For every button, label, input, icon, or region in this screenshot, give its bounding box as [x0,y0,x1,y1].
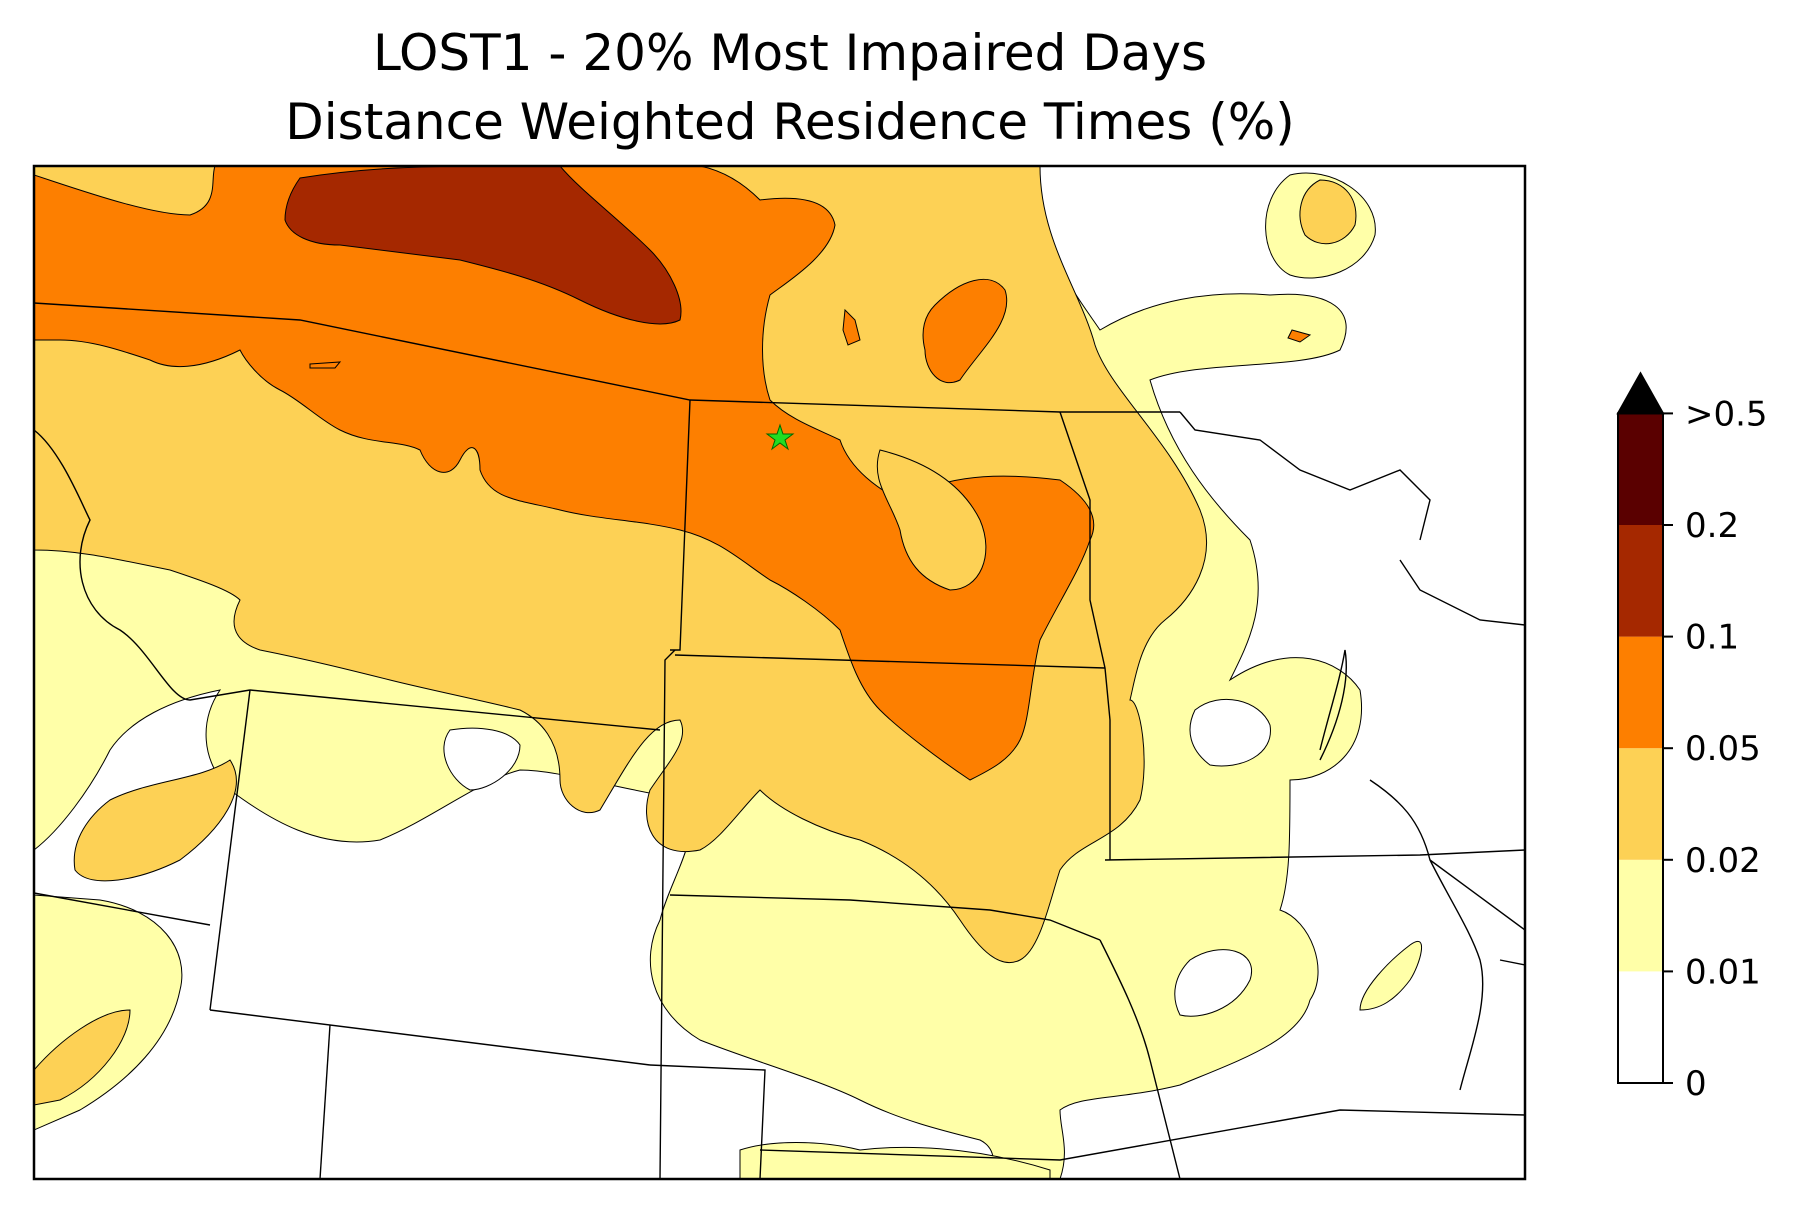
colorbar-swatch [1618,636,1663,749]
colorbar-tick-label: 0 [1685,1064,1707,1104]
colorbar-tick-label: 0.1 [1685,618,1739,658]
contour-level-0-05-ne-small [1287,329,1312,343]
contour-level-0-05-nw-small [309,361,342,369]
site-star-icon [765,423,795,451]
colorbar-swatch [1618,971,1663,1083]
contour-hole-minnesota [1189,698,1271,767]
colorbar-tick-label: 0.01 [1685,952,1761,992]
map-frame [32,164,1527,1181]
colorbar-tick-label: 0.2 [1685,506,1739,546]
contour-level-0-01-east [1359,941,1423,1011]
contour-level-0-05-mt [922,278,1008,384]
colorbar-tick-label: 0.05 [1685,729,1761,769]
contour-level-0-05-small [842,308,861,346]
contour-level-0-02-southwest [73,759,237,882]
colorbar-swatch [1618,859,1663,972]
contour-level-0-02-ne [1299,179,1357,245]
contour-hole-iowa [1174,949,1253,1017]
map-title-line1: LOST1 - 20% Most Impaired Days [372,24,1207,82]
colorbar-swatch [1618,413,1663,525]
colorbar-tick-label: >0.5 [1685,394,1768,434]
colorbar-extend-arrow [1616,371,1665,415]
contour-hole-wyoming [443,727,521,791]
colorbar-swatch [1618,525,1663,637]
contour-level-0-02-far-sw [34,1009,131,1106]
map-title-line2: Distance Weighted Residence Times (%) [285,93,1295,151]
contour-hole-north-dakota [876,449,987,591]
colorbar-tick-label: 0.02 [1685,841,1761,881]
state-borders [34,302,1525,1179]
colorbar-swatch [1618,748,1663,860]
